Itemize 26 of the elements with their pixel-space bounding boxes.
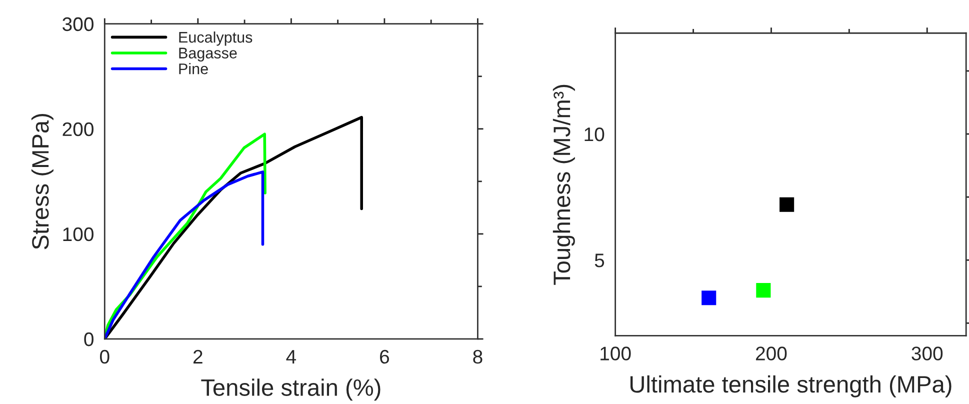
x-tick-label: 4 (286, 350, 296, 364)
y-tick-label: 0 (84, 332, 94, 346)
y-axis-title: Stress (MPa) (31, 114, 54, 250)
x-tick-label: 300 (912, 346, 943, 360)
y-tick-label: 200 (62, 122, 94, 136)
y-tick-label: 5 (594, 254, 604, 268)
y-axis-title: Toughness (MJ/m³) (552, 84, 575, 285)
x-tick-label: 6 (380, 350, 390, 364)
x-tick-label: 200 (756, 346, 787, 360)
point (780, 197, 794, 212)
legend-label: Pine (179, 63, 208, 74)
line-series (104, 116, 363, 339)
line-series (104, 170, 264, 339)
y-tick-label: 100 (63, 227, 94, 242)
legend-label: Bagasse (179, 48, 237, 62)
y-tick-label: 300 (62, 17, 94, 32)
point (702, 290, 716, 306)
x-axis-title: Ultimate tensile strength (MPa) (630, 375, 952, 398)
x-tick-label: 100 (600, 346, 631, 360)
x-tick-label: 2 (193, 350, 202, 364)
x-tick-label: 8 (473, 350, 482, 364)
y-tick-label: 10 (584, 127, 604, 142)
point (756, 283, 771, 298)
x-tick-label: 0 (100, 350, 110, 364)
x-axis-title: Tensile strain (%) (201, 378, 380, 401)
legend-label: Eucalyptus (179, 31, 252, 46)
